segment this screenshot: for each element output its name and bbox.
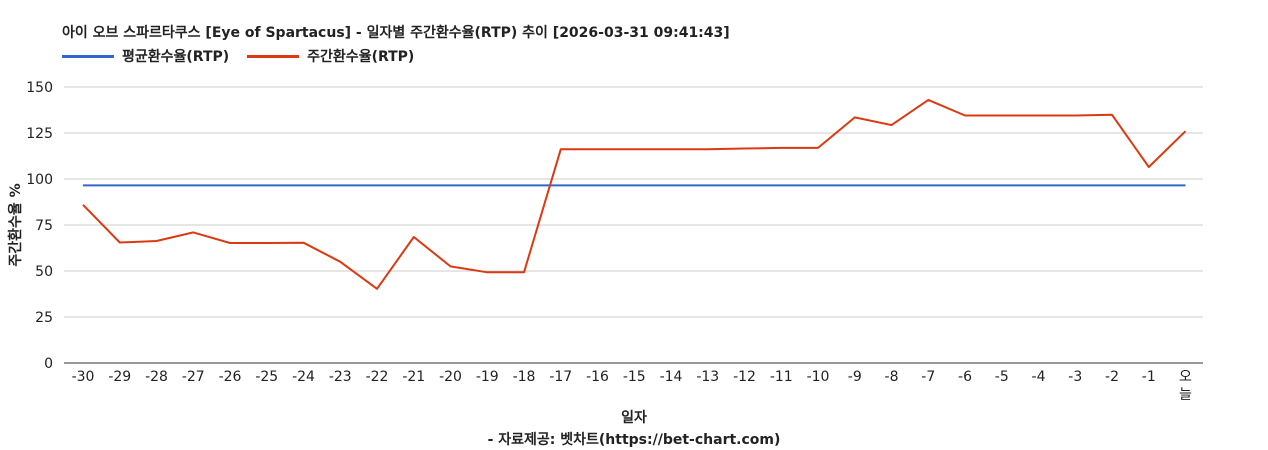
x-tick-label: -12 [733,369,756,385]
x-axis-label: 일자 [621,410,647,426]
x-tick-label: -14 [660,369,683,385]
legend-swatch-average [62,54,114,58]
x-tick-label: -10 [807,369,830,385]
x-tick-label: 늘 [1179,387,1192,403]
y-tick-label: 50 [35,264,53,280]
legend-item-average[interactable]: 평균환수율(RTP) [62,46,229,66]
x-tick-label: -17 [549,369,572,385]
x-tick-label: -6 [958,369,972,385]
x-tick-label: -19 [476,369,499,385]
x-tick-label: -18 [513,369,536,385]
x-tick-label: -4 [1032,369,1046,385]
x-tick-label: -2 [1105,369,1119,385]
legend-item-weekly[interactable]: 주간환수율(RTP) [247,46,414,66]
x-tick-label: -22 [366,369,389,385]
y-tick-label: 150 [26,80,53,96]
x-tick-label: -26 [219,369,242,385]
x-tick-label: -7 [921,369,935,385]
x-tick-label: -8 [885,369,899,385]
x-tick-label: -20 [439,369,462,385]
y-tick-label: 100 [26,172,53,188]
x-tick-label: -29 [108,369,131,385]
x-tick-label: -16 [586,369,609,385]
legend: 평균환수율(RTP) 주간환수율(RTP) [62,46,432,66]
x-tick-label: -28 [145,369,168,385]
x-tick-label: -24 [292,369,315,385]
x-tick-label: -21 [402,369,425,385]
y-tick-label: 0 [44,356,53,372]
y-tick-label: 75 [35,218,53,234]
legend-label-weekly: 주간환수율(RTP) [307,49,415,65]
y-tick-label: 125 [26,126,53,142]
series-line-weekly [82,98,1187,290]
source-credit: - 자료제공: 벳차트(https://bet-chart.com) [487,432,781,448]
y-tick-label: 25 [35,310,53,326]
legend-swatch-weekly [247,54,300,58]
y-axis-title: 주간환수율 % [7,183,24,266]
x-tick-label: -15 [623,369,646,385]
x-tick-label: -11 [770,369,793,385]
x-tick-label: -3 [1068,369,1082,385]
x-tick-label: -23 [329,369,352,385]
x-tick-label: -5 [995,369,1009,385]
legend-label-average: 평균환수율(RTP) [122,49,230,65]
x-tick-label: -9 [848,369,862,385]
x-tick-label: -13 [696,369,719,385]
chart-title: 아이 오브 스파르타쿠스 [Eye of Spartacus] - 일자별 주간… [62,25,730,41]
x-tick-label: -27 [182,369,205,385]
x-tick-label: -1 [1142,369,1156,385]
x-tick-label: 오 [1179,369,1192,385]
x-tick-label: -25 [255,369,278,385]
x-tick-label: -30 [72,369,95,385]
